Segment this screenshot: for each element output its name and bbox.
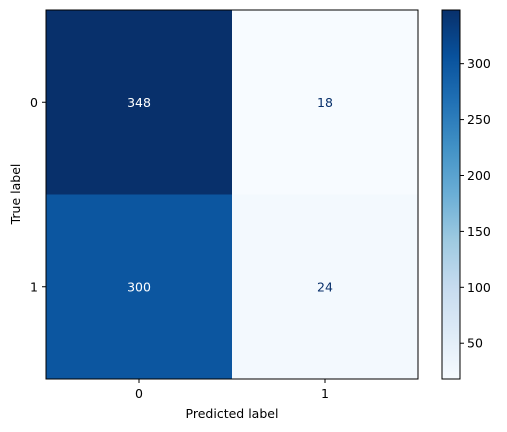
heatmap-cell-0-1: [232, 10, 419, 195]
colorbar-tick-label-1: 100: [467, 280, 491, 295]
colorbar: 50 100 150 200 250 300: [441, 9, 491, 380]
heatmap-cell-1-0: [46, 194, 233, 380]
colorbar-tick-label-5: 300: [467, 56, 491, 71]
x-tick-label-1: 1: [321, 386, 329, 401]
x-axis-label: Predicted label: [186, 406, 279, 421]
colorbar-gradient: [441, 9, 461, 380]
heatmap-cell-1-1: [232, 194, 419, 380]
cell-value-label-0-1: 18: [317, 95, 333, 110]
plot-frame: [45, 9, 419, 380]
colorbar-ticks: 50 100 150 200 250 300: [460, 56, 491, 351]
y-axis-ticks: 01: [30, 95, 46, 294]
colorbar-tick-label-2: 150: [467, 224, 491, 239]
y-tick-label-1: 1: [30, 279, 38, 294]
colorbar-tick-label-3: 200: [467, 168, 491, 183]
y-axis-label: True label: [8, 164, 23, 226]
y-tick-label-0: 0: [30, 95, 38, 110]
heatmap-cells: 348 18 300 24: [46, 10, 419, 380]
cell-value-label-0-0: 348: [127, 95, 151, 110]
colorbar-tick-label-0: 50: [467, 336, 483, 351]
colorbar-tick-label-4: 250: [467, 112, 491, 127]
heatmap-cell-0-0: [46, 10, 233, 195]
x-tick-label-0: 0: [135, 386, 143, 401]
cell-value-label-1-0: 300: [127, 279, 151, 294]
cell-value-label-1-1: 24: [317, 279, 333, 294]
